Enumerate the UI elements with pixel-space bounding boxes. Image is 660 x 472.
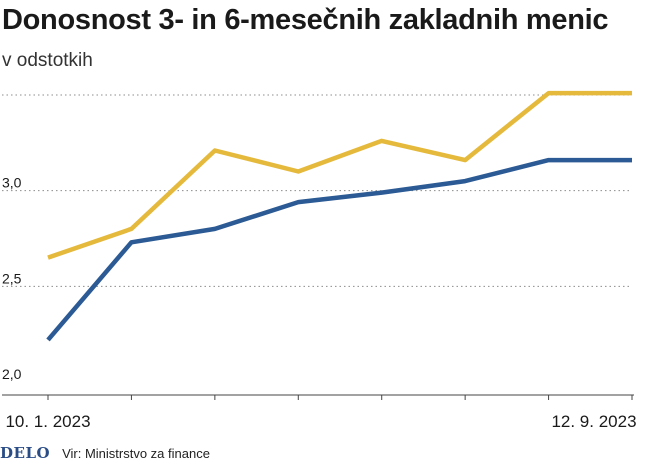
x-tick-label: 10. 1. 2023 [5, 412, 90, 431]
series-line-6-month [47, 90, 632, 260]
gridlines [2, 94, 632, 287]
delo-logo: DELO [0, 444, 51, 462]
y-tick-label: 2,5 [2, 270, 22, 286]
tick-labels: 2,0 2,5 3,0 10. 1. 2023 12. 9. 2023 [2, 175, 637, 431]
x-axis [2, 394, 634, 400]
chart-subtitle: v odstotkih [2, 50, 93, 71]
footer: DELO Vir: Ministrstvo za finance [0, 441, 210, 465]
x-tick-label: 12. 9. 2023 [551, 412, 636, 431]
y-tick-label: 3,0 [2, 175, 22, 191]
line-chart: 2,0 2,5 3,0 10. 1. 2023 12. 9. 2023 [2, 90, 637, 431]
series-lines [46, 90, 632, 342]
series-line-3-month [46, 157, 632, 342]
source-note: Vir: Ministrstvo za finance [62, 445, 210, 461]
chart-title: Donosnost 3- in 6-mesečnih zakladnih men… [2, 4, 609, 36]
y-tick-label: 2,0 [2, 366, 22, 382]
